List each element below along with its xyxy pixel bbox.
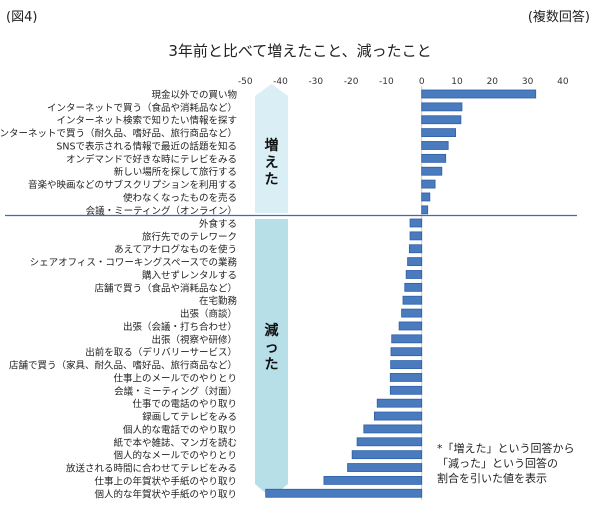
- category-label: 出張（商談）: [180, 308, 237, 320]
- category-label: 出前を取る（デリバリーサービス）: [85, 347, 237, 359]
- group-label-char: た: [265, 172, 279, 188]
- bar: [421, 205, 429, 215]
- category-label: 紙で本や雑誌、マンガを読む: [113, 437, 237, 449]
- group-label-char: え: [265, 155, 279, 171]
- bar: [398, 321, 423, 331]
- category-label: 仕事での電話のやり取り: [132, 398, 237, 410]
- category-label: 会議・ミーティング（オンライン）: [86, 205, 237, 217]
- bar: [347, 463, 423, 472]
- category-label: 放送される時間に合わせてテレビをみる: [66, 463, 237, 475]
- bar: [389, 373, 423, 382]
- bar: [389, 385, 423, 395]
- bar: [421, 128, 456, 138]
- bar: [401, 308, 423, 318]
- category-label: インターネットで買う（食品や消耗品など）: [47, 102, 237, 114]
- category-label: 会議・ミーティング（対面）: [114, 385, 237, 397]
- category-label: 外食する: [199, 218, 237, 230]
- x-tick-label: 10: [451, 77, 463, 87]
- category-label: 店舗で買う（食品や消耗品など）: [94, 282, 237, 294]
- category-label: インターネット検索で知りたい情報を探す: [56, 115, 237, 127]
- bar: [409, 218, 423, 228]
- x-tick-label: 20: [487, 77, 499, 87]
- chart-title: 3年前と比べて増えたこと、減ったこと: [168, 42, 432, 60]
- category-label: 購入せずレンタルする: [142, 269, 237, 281]
- category-label: 個人的な電話でのやり取り: [123, 424, 237, 436]
- bar: [390, 360, 423, 369]
- bar: [408, 244, 423, 254]
- bar: [402, 295, 423, 305]
- category-label: 録画してテレビをみる: [142, 411, 237, 423]
- category-label: 旅行先でのテレワーク: [142, 231, 237, 243]
- category-label: 店舗で買う（家具、耐久品、嗜好品、旅行商品など）: [9, 360, 237, 372]
- bar: [409, 231, 423, 241]
- group-label-char: 増: [265, 137, 279, 154]
- response-type-label: (複数回答): [527, 10, 590, 25]
- group-label-char: た: [265, 357, 279, 373]
- bar: [421, 166, 443, 176]
- group-label-char: 減: [265, 322, 279, 339]
- category-label: 仕事上のメールでのやりとり: [113, 372, 237, 384]
- bar: [421, 179, 436, 189]
- figure-label: (図4): [6, 10, 38, 25]
- bar: [407, 257, 423, 267]
- bar: [421, 141, 449, 150]
- x-tick-label: -50: [238, 77, 253, 87]
- x-tick-label: -30: [308, 77, 323, 87]
- group-label-char: っ: [265, 340, 279, 356]
- category-label: 新しい場所を探して旅行する: [114, 166, 237, 178]
- bar: [421, 102, 463, 112]
- category-label: オンデマンドで好きな時にテレビをみる: [66, 153, 237, 165]
- x-tick-label: 0: [419, 77, 425, 87]
- category-label: あえてアナログなものを使う: [114, 244, 237, 256]
- bar: [421, 153, 447, 163]
- bar: [405, 270, 423, 279]
- category-label: 出張（会議・打ち合わせ）: [123, 321, 237, 333]
- bar: [404, 282, 423, 292]
- bar: [363, 424, 423, 434]
- category-label: 個人的なメールでのやりとり: [113, 450, 237, 462]
- note-line: 割合を引いた値を表示: [437, 472, 547, 485]
- chart-note: *「増えた」という回答から 「減った」という回答の 割合を引いた値を表示: [437, 441, 575, 486]
- note-line: *「増えた」という回答から: [437, 442, 575, 455]
- x-tick-label: 30: [522, 77, 534, 87]
- bar: [373, 411, 423, 421]
- category-label: 個人的な年賀状や手紙のやり取り: [94, 488, 237, 500]
- category-label: 使わなくなったものを売る: [123, 192, 237, 204]
- category-label: インターネットで買う（耐久品、嗜好品、旅行商品など）: [0, 128, 237, 140]
- bar: [376, 398, 423, 408]
- decrease-arrow: [255, 219, 288, 498]
- increase-arrow: [255, 84, 288, 213]
- bar: [421, 192, 431, 202]
- category-label: シェアオフィス・コワーキングスペースでの業務: [30, 257, 238, 269]
- bar: [391, 334, 423, 344]
- category-label: 在宅勤務: [199, 295, 238, 307]
- x-tick-label: -20: [344, 77, 359, 87]
- bar: [351, 450, 423, 460]
- bar: [323, 475, 423, 485]
- bar: [390, 347, 423, 357]
- bar: [421, 115, 462, 125]
- note-line: 「減った」という回答の: [437, 457, 558, 470]
- category-label: SNSで表示される情報で最近の話題を知る: [56, 140, 237, 152]
- category-label: 現金以外での買い物: [151, 89, 237, 101]
- x-tick-label: -40: [273, 77, 288, 87]
- category-label: 音楽や映画などのサブスクリプションを利用する: [28, 179, 237, 191]
- bar: [356, 437, 423, 447]
- x-tick-label: -10: [379, 77, 394, 87]
- bar: [421, 89, 537, 99]
- category-label: 出張（視察や研修）: [151, 334, 237, 346]
- x-tick-label: 40: [557, 77, 569, 87]
- category-label: 仕事上の年賀状や手紙のやり取り: [94, 475, 237, 487]
- bar: [265, 488, 423, 498]
